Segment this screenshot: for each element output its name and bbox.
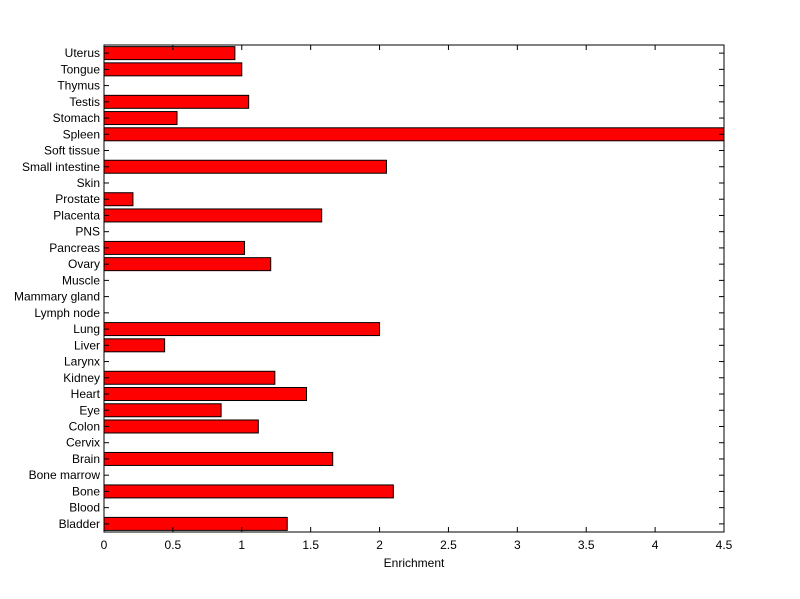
category-label: Spleen (63, 127, 100, 141)
category-label: Thymus (57, 79, 100, 93)
x-tick-label: 4 (652, 538, 659, 552)
category-label: Muscle (62, 273, 100, 287)
category-label: Testis (69, 95, 100, 109)
x-tick-label: 2 (376, 538, 383, 552)
bar-small-intestine (103, 159, 387, 174)
category-label: Bone marrow (29, 468, 101, 482)
bar-heart (103, 387, 308, 402)
bar-kidney (103, 370, 276, 385)
category-label: Pancreas (49, 241, 100, 255)
category-label: Skin (77, 176, 100, 190)
category-label: Placenta (53, 208, 100, 222)
bar-liver (103, 338, 166, 353)
bar-lung (103, 322, 381, 337)
x-tick-label: 4.5 (716, 538, 733, 552)
category-label: Stomach (53, 111, 100, 125)
category-label: Lymph node (34, 306, 100, 320)
category-label: Bladder (59, 517, 100, 531)
bar-ovary (103, 257, 272, 272)
category-label: Blood (69, 501, 100, 515)
bar-tongue (103, 62, 243, 77)
category-label: Larynx (64, 355, 100, 369)
category-label: Uterus (65, 46, 100, 60)
x-tick-label: 2.5 (440, 538, 457, 552)
category-label: Kidney (63, 371, 100, 385)
x-tick-label: 3 (514, 538, 521, 552)
category-label: Soft tissue (44, 144, 100, 158)
x-tick-label: 3.5 (578, 538, 595, 552)
category-label: Lung (73, 322, 100, 336)
x-tick-label: 0.5 (165, 538, 182, 552)
bar-pancreas (103, 240, 246, 255)
plot-area (103, 44, 725, 533)
category-label: Small intestine (22, 160, 100, 174)
category-label: Cervix (66, 436, 100, 450)
category-label: Eye (79, 403, 100, 417)
bar-bone (103, 484, 394, 499)
x-tick-label: 1.5 (302, 538, 319, 552)
category-label: Prostate (55, 192, 100, 206)
bar-stomach (103, 111, 178, 126)
x-tick-labels: 0 0.5 1 1.5 2 2.5 3 3.5 4 4.5 (101, 538, 733, 552)
x-tick-label: 0 (101, 538, 108, 552)
y-category-labels: Bladder Blood Bone Bone marrow Brain Cervix Co… (14, 46, 101, 531)
category-label: Liver (74, 338, 100, 352)
bar-spleen (103, 127, 725, 142)
bars-layer (103, 46, 725, 531)
category-label: Heart (71, 387, 101, 401)
bar-placenta (103, 208, 323, 223)
bar-colon (103, 419, 259, 434)
category-label: Bone (72, 484, 100, 498)
bar-uterus (103, 46, 236, 61)
bar-eye (103, 403, 222, 418)
category-label: Ovary (68, 257, 100, 271)
category-label: Colon (69, 419, 100, 433)
category-label: Tongue (61, 62, 101, 76)
bar-testis (103, 94, 250, 109)
category-label: Mammary gland (14, 290, 100, 304)
category-label: PNS (75, 225, 100, 239)
bar-bladder (103, 516, 288, 531)
category-label: Brain (72, 452, 100, 466)
ticks-layer (103, 45, 725, 532)
x-axis-title: Enrichment (384, 556, 445, 570)
x-tick-label: 1 (238, 538, 245, 552)
bar-brain (103, 451, 334, 466)
